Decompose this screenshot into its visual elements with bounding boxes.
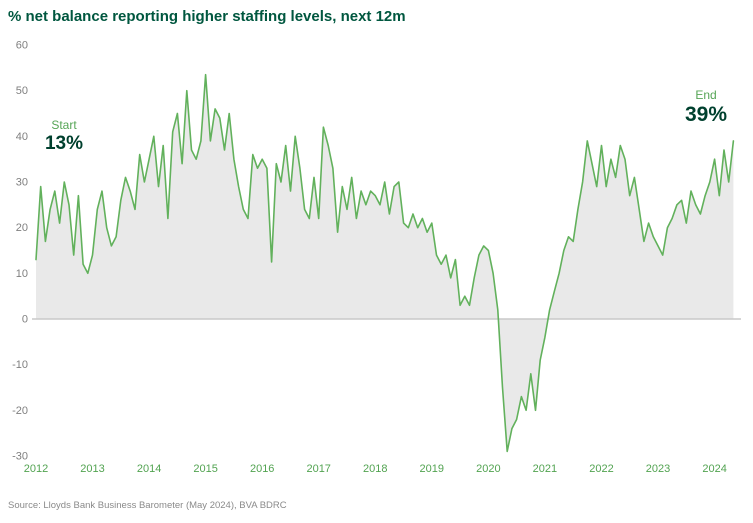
y-axis-tick-label: 0 — [22, 314, 28, 326]
start-annotation-label: Start — [51, 118, 77, 132]
series-line — [35, 73, 735, 453]
y-axis-tick-label: 40 — [16, 131, 28, 143]
y-axis-tick-label: 10 — [16, 268, 28, 280]
x-axis-tick-label: 2021 — [533, 463, 557, 475]
x-axis-tick-label: 2023 — [646, 463, 670, 475]
y-axis-tick-label: 50 — [16, 85, 28, 97]
x-axis-tick-label: 2015 — [193, 463, 217, 475]
x-axis-tick-label: 2024 — [702, 463, 726, 475]
x-axis-tick-label: 2016 — [250, 463, 274, 475]
source-attribution: Source: Lloyds Bank Business Barometer (… — [8, 500, 287, 511]
y-axis-tick-label: 60 — [16, 40, 28, 52]
x-axis-tick-label: 2022 — [589, 463, 613, 475]
chart-title: % net balance reporting higher staffing … — [8, 8, 406, 25]
x-axis-tick-label: 2014 — [137, 463, 161, 475]
y-axis-tick-label: -20 — [12, 405, 28, 417]
x-axis-tick-label: 2013 — [80, 463, 104, 475]
x-axis-tick-label: 2012 — [24, 463, 48, 475]
x-axis-tick-label: 2020 — [476, 463, 500, 475]
end-annotation-value: 39% — [684, 103, 728, 126]
y-axis-tick-label: 30 — [16, 177, 28, 189]
y-axis-tick-label: -30 — [12, 451, 28, 463]
y-axis-tick-label: 20 — [16, 222, 28, 234]
end-annotation: End 39% — [678, 88, 734, 127]
start-annotation-value: 13% — [44, 133, 84, 154]
end-annotation-label: End — [695, 88, 717, 102]
series-area-fill — [36, 74, 734, 452]
x-axis-tick-label: 2017 — [306, 463, 330, 475]
start-annotation: Start 13% — [38, 118, 90, 155]
y-axis-tick-label: -10 — [12, 359, 28, 371]
x-axis-tick-label: 2019 — [420, 463, 444, 475]
x-axis-tick-label: 2018 — [363, 463, 387, 475]
